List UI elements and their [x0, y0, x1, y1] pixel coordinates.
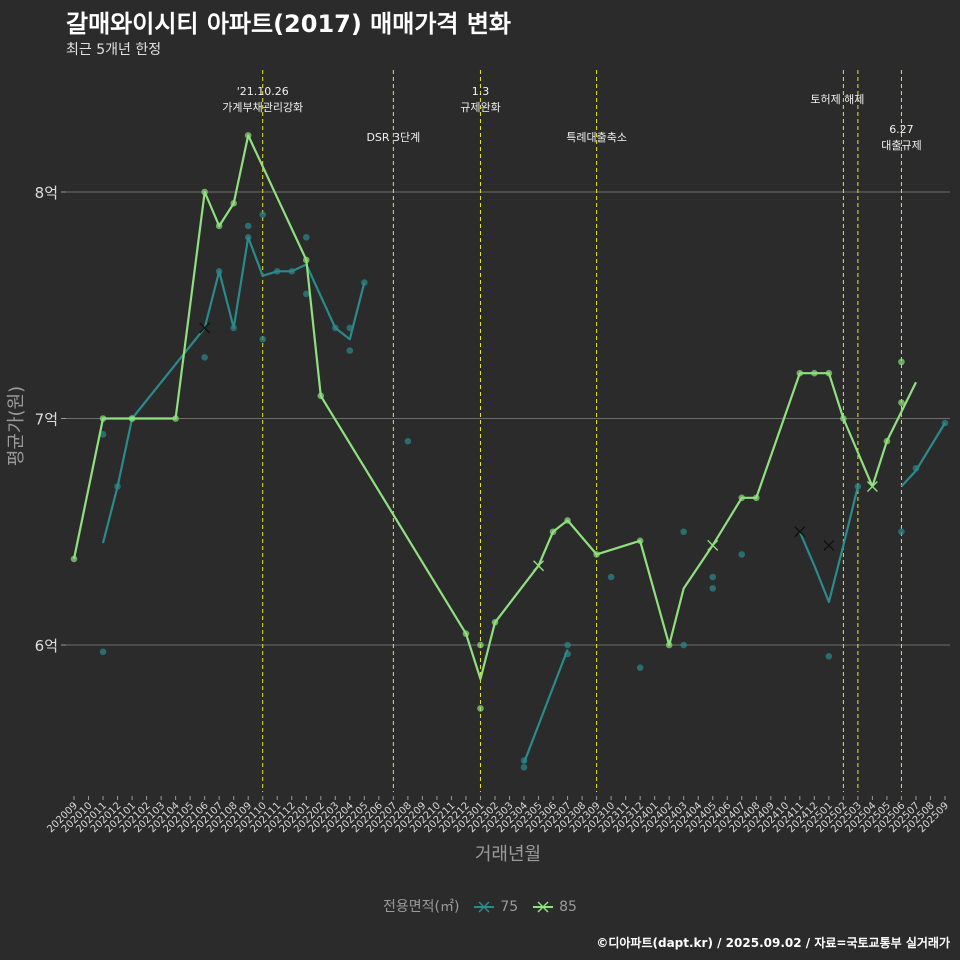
y-tick-label: 8억 — [35, 184, 58, 202]
point-75 — [259, 335, 267, 343]
chart-title: 갈매와이시티 아파트(2017) 매매가격 변화 — [66, 10, 511, 38]
point-75 — [564, 641, 571, 649]
event-label: 가계부채관리강화 — [222, 101, 303, 114]
x-axis-title: 거래년월 — [475, 844, 541, 865]
point-75 — [201, 354, 208, 361]
point-75 — [709, 585, 717, 592]
cross-85-stroke — [866, 480, 878, 492]
legend-label-75: 75 — [500, 899, 519, 915]
point-75 — [244, 222, 252, 230]
legend-item-75: 75 — [472, 899, 518, 915]
y-tick-label: 6억 — [35, 637, 58, 655]
point-75 — [709, 573, 717, 581]
event-label: 규제완화 — [460, 101, 500, 114]
event-label: '21.10.26 — [237, 85, 289, 98]
cross-85 — [533, 560, 545, 572]
point-75 — [302, 290, 310, 298]
series-line-75 — [101, 236, 366, 544]
point-75 — [607, 573, 615, 581]
legend-label-85: 85 — [559, 899, 577, 915]
cross-75-stroke — [199, 322, 211, 334]
event-label: DSR 3단계 — [366, 131, 420, 144]
legend-key-75 — [473, 901, 494, 913]
cross-75-stroke — [823, 539, 835, 551]
event-label: 특례대출축소 — [566, 131, 627, 144]
cross-75 — [823, 539, 835, 551]
point-75 — [99, 431, 107, 438]
point-75 — [520, 764, 528, 771]
cross-75 — [199, 322, 211, 334]
y-tick-label: 7억 — [35, 411, 58, 429]
point-75 — [302, 234, 310, 241]
series-line-85 — [72, 134, 917, 681]
point-75 — [738, 551, 746, 558]
point-75 — [404, 437, 412, 445]
cross-75-stroke — [794, 526, 806, 538]
chart-subtitle: 최근 5개년 한정 — [66, 42, 162, 58]
cross-75 — [794, 526, 806, 538]
event-label: 6.27 — [889, 123, 914, 136]
legend-item-85: 85 — [531, 899, 577, 915]
point-75 — [361, 279, 368, 286]
y-axis-title: 평균가(원) — [6, 386, 27, 466]
event-label: 대출규제 — [881, 139, 921, 152]
cross-85 — [707, 539, 719, 551]
event-label: 1.3 — [472, 85, 490, 98]
event-label: 토허제 해제 — [810, 92, 864, 106]
cross-85 — [866, 480, 878, 492]
series-line-75 — [798, 486, 859, 604]
point-85 — [898, 399, 905, 406]
series-line-75 — [900, 422, 946, 488]
point-75 — [346, 347, 354, 354]
series-line-75 — [522, 649, 569, 764]
cross-85-stroke — [533, 560, 545, 572]
cross-85-stroke — [707, 539, 719, 551]
point-85 — [477, 641, 484, 649]
point-75 — [898, 528, 905, 536]
source-caption: ©디아파트(dapt.kr) / 2025.09.02 / 자료=국토교통부 실… — [596, 936, 950, 950]
legend-key-85 — [532, 901, 553, 913]
point-75 — [259, 211, 267, 218]
point-75 — [680, 528, 687, 536]
point-75 — [99, 648, 107, 656]
point-75 — [636, 664, 644, 671]
point-75 — [825, 653, 833, 660]
legend-title: 전용면적(㎡) — [383, 899, 460, 915]
legend: 전용면적(㎡) 75 85 — [0, 896, 960, 916]
point-85 — [477, 705, 484, 712]
point-75 — [680, 641, 687, 649]
point-85 — [70, 555, 78, 563]
point-85 — [898, 358, 905, 366]
